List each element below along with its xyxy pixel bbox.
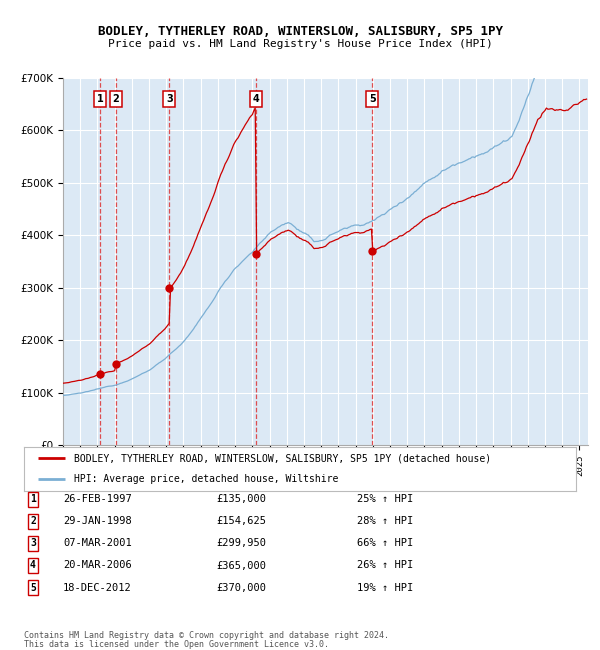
Text: 18-DEC-2012: 18-DEC-2012: [63, 582, 132, 593]
Text: 28% ↑ HPI: 28% ↑ HPI: [357, 516, 413, 526]
Text: 2: 2: [113, 94, 119, 104]
Text: 5: 5: [30, 582, 36, 593]
Text: £135,000: £135,000: [216, 494, 266, 504]
Text: 1: 1: [97, 94, 103, 104]
Text: £365,000: £365,000: [216, 560, 266, 571]
Text: £299,950: £299,950: [216, 538, 266, 549]
Text: 20-MAR-2006: 20-MAR-2006: [63, 560, 132, 571]
Text: 25% ↑ HPI: 25% ↑ HPI: [357, 494, 413, 504]
Text: 2: 2: [30, 516, 36, 526]
Text: 3: 3: [30, 538, 36, 549]
Text: 66% ↑ HPI: 66% ↑ HPI: [357, 538, 413, 549]
Text: 3: 3: [166, 94, 173, 104]
Text: 07-MAR-2001: 07-MAR-2001: [63, 538, 132, 549]
Text: £370,000: £370,000: [216, 582, 266, 593]
Text: BODLEY, TYTHERLEY ROAD, WINTERSLOW, SALISBURY, SP5 1PY (detached house): BODLEY, TYTHERLEY ROAD, WINTERSLOW, SALI…: [74, 454, 491, 463]
Text: This data is licensed under the Open Government Licence v3.0.: This data is licensed under the Open Gov…: [24, 640, 329, 649]
Text: BODLEY, TYTHERLEY ROAD, WINTERSLOW, SALISBURY, SP5 1PY: BODLEY, TYTHERLEY ROAD, WINTERSLOW, SALI…: [97, 25, 503, 38]
Text: Price paid vs. HM Land Registry's House Price Index (HPI): Price paid vs. HM Land Registry's House …: [107, 39, 493, 49]
Text: Contains HM Land Registry data © Crown copyright and database right 2024.: Contains HM Land Registry data © Crown c…: [24, 631, 389, 640]
Text: 1: 1: [30, 494, 36, 504]
Text: 5: 5: [369, 94, 376, 104]
Text: HPI: Average price, detached house, Wiltshire: HPI: Average price, detached house, Wilt…: [74, 474, 338, 484]
Text: 4: 4: [253, 94, 260, 104]
Text: 26-FEB-1997: 26-FEB-1997: [63, 494, 132, 504]
Text: £154,625: £154,625: [216, 516, 266, 526]
Text: 29-JAN-1998: 29-JAN-1998: [63, 516, 132, 526]
Text: 26% ↑ HPI: 26% ↑ HPI: [357, 560, 413, 571]
Text: 4: 4: [30, 560, 36, 571]
Text: 19% ↑ HPI: 19% ↑ HPI: [357, 582, 413, 593]
